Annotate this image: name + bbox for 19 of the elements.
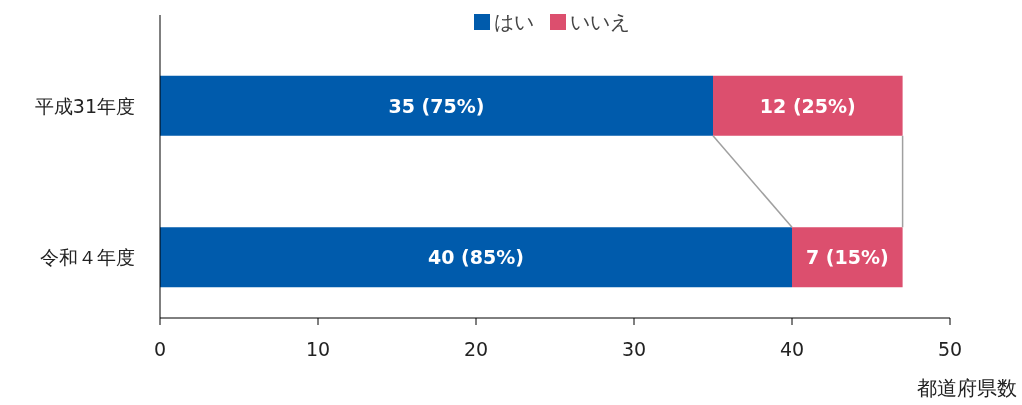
bar [792, 227, 903, 288]
legend-label: はい [494, 10, 534, 34]
data-label: 12 (25%) [759, 94, 856, 117]
x-tick-label: 0 [153, 338, 167, 360]
x-axis-title: 都道府県数 [917, 376, 1017, 400]
bar [713, 75, 903, 136]
x-tick-label: 50 [937, 338, 963, 360]
legend-label: いいえ [570, 10, 630, 34]
bar [160, 227, 792, 288]
data-label: 7 (15%) [805, 246, 889, 269]
data-label: 40 (85%) [428, 246, 524, 269]
x-tick-label: 20 [463, 338, 489, 360]
x-tick-label: 10 [305, 338, 331, 360]
x-tick-label: 30 [621, 338, 647, 360]
y-tick-label: 平成31年度 [34, 94, 135, 117]
x-tick-label: 40 [779, 338, 805, 360]
bar [160, 75, 713, 136]
y-tick-label: 令和４年度 [40, 246, 135, 269]
data-label: 35 (75%) [388, 94, 485, 117]
